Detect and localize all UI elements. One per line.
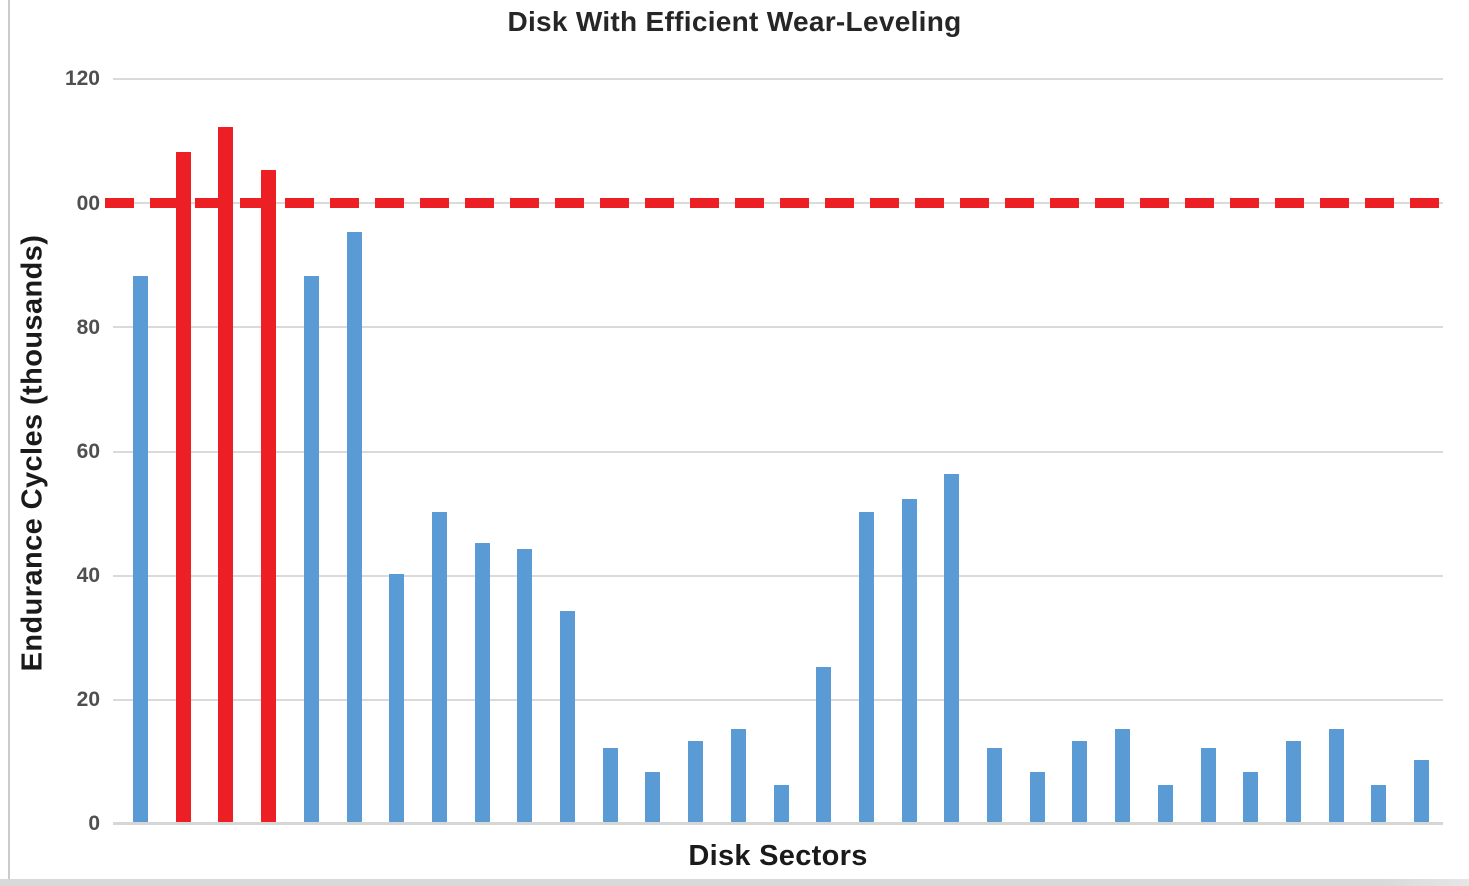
bar xyxy=(1328,728,1344,822)
bar xyxy=(133,275,148,822)
bar xyxy=(1200,747,1216,822)
y-tick-label: 60 xyxy=(76,440,100,463)
bar xyxy=(1115,728,1131,822)
x-axis-title: Disk Sectors xyxy=(688,840,868,872)
threshold-line xyxy=(105,198,1455,208)
bar xyxy=(1285,741,1301,822)
x-axis-line xyxy=(113,822,1443,825)
bar xyxy=(816,666,832,822)
bar xyxy=(560,610,575,822)
bar xyxy=(645,772,661,822)
bar xyxy=(773,784,789,822)
screenshot-bottom-edge xyxy=(0,879,1469,886)
gridline xyxy=(113,698,1443,701)
gridline xyxy=(113,326,1443,329)
bar xyxy=(1414,759,1429,822)
bar xyxy=(474,542,490,822)
gridline xyxy=(113,450,1443,453)
y-tick-label: 40 xyxy=(76,564,100,587)
bar xyxy=(1371,784,1387,822)
bar xyxy=(858,511,874,822)
bar xyxy=(261,170,277,822)
bar xyxy=(175,151,191,822)
bar xyxy=(431,511,447,822)
bar xyxy=(1029,772,1045,822)
y-tick-label: 80 xyxy=(76,316,100,339)
bar xyxy=(1243,772,1259,822)
bar xyxy=(730,728,746,822)
bar xyxy=(517,548,533,822)
bar xyxy=(303,275,319,822)
bar xyxy=(944,474,960,822)
bar xyxy=(1157,784,1173,822)
y-tick-label: 20 xyxy=(76,688,100,711)
plot-area xyxy=(113,0,1443,825)
gridline xyxy=(113,574,1443,577)
y-tick-label: 00 xyxy=(76,192,100,215)
bar xyxy=(346,232,362,822)
bar xyxy=(688,741,704,822)
bar xyxy=(389,573,405,822)
bar xyxy=(987,747,1002,822)
bar xyxy=(218,126,234,822)
bar xyxy=(602,747,618,822)
bar xyxy=(901,499,917,822)
y-tick-label: 120 xyxy=(64,67,100,90)
screenshot-left-border xyxy=(8,0,10,886)
chart-title: Disk With Efficient Wear-Leveling xyxy=(507,6,962,37)
y-tick-label: 0 xyxy=(88,812,100,835)
gridline xyxy=(113,78,1443,80)
bar xyxy=(1072,741,1088,822)
